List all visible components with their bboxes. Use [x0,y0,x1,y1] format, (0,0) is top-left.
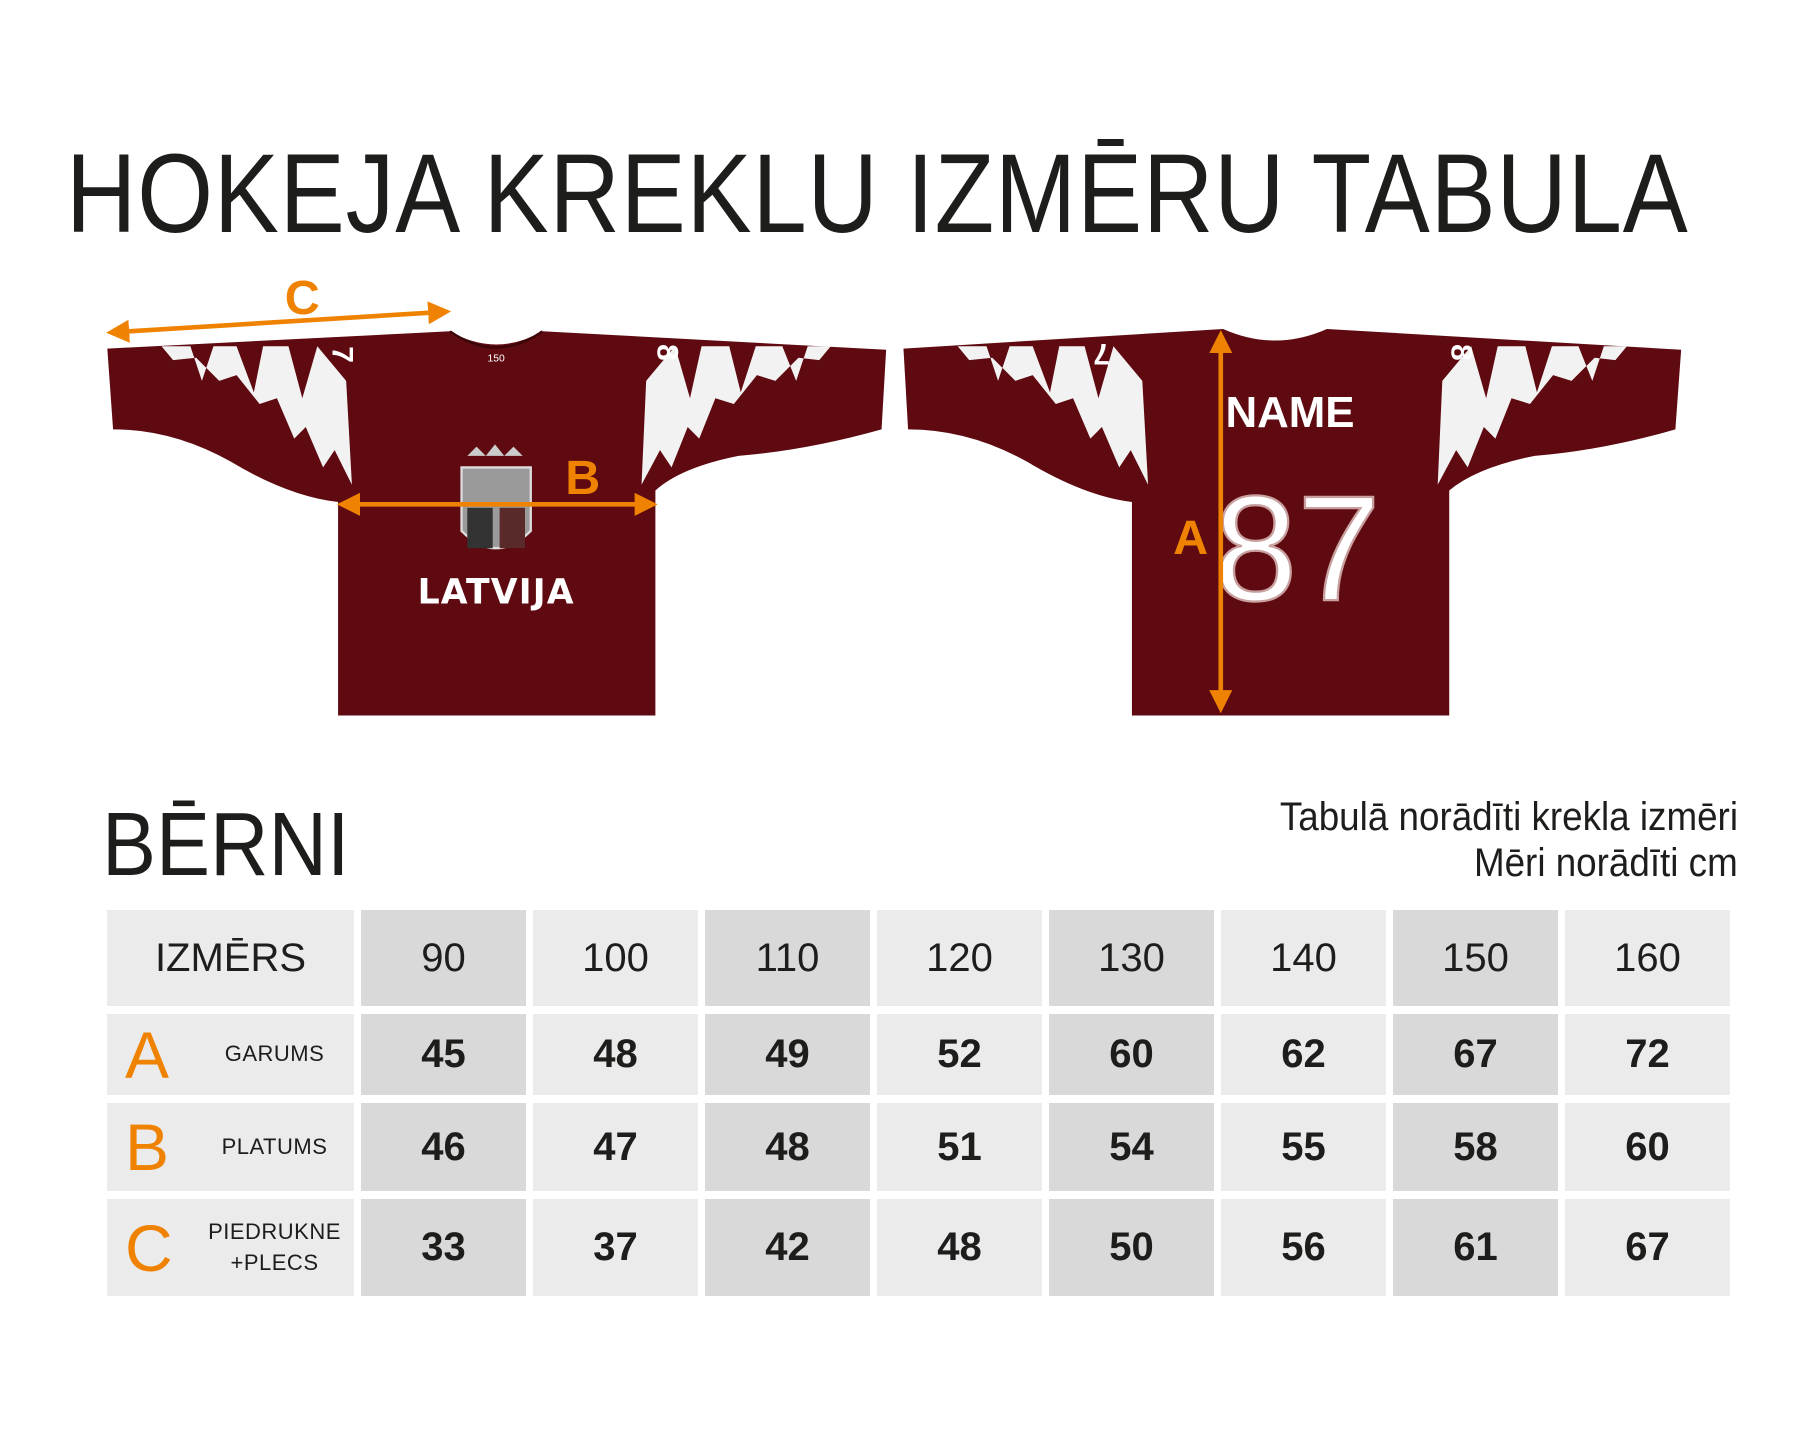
size-header: 120 [877,910,1042,1006]
size-header: 100 [533,910,698,1006]
table-cell: 67 [1393,1014,1558,1095]
row-label-line: PIEDRUKNE [208,1218,341,1244]
measure-c: C [106,271,452,343]
row-header-c: C PIEDRUKNE +PLECS [107,1199,354,1296]
table-cell: 72 [1565,1014,1730,1095]
table-cell: 60 [1049,1014,1214,1095]
table-cell: 58 [1393,1103,1558,1191]
row-label-line: GARUMS [224,1041,325,1067]
row-label: PLATUMS [195,1132,354,1163]
front-text: LATVIJA [418,573,575,613]
table-cell: 46 [361,1103,526,1191]
page-title: HOKEJA KREKLU IZMĒRU TABULA [66,131,1689,256]
row-letter: B [125,1110,170,1184]
table-cell: 56 [1221,1199,1386,1296]
table-cell: 48 [877,1199,1042,1296]
table-cell: 47 [533,1103,698,1191]
back-sleeve-number-left: 7 [1093,337,1110,370]
size-header: 160 [1565,910,1730,1006]
measure-label-a: A [1173,511,1208,565]
size-header: 140 [1221,910,1386,1006]
measure-label-c: C [285,271,320,325]
row-label-line: PLATUMS [221,1133,328,1159]
measure-label-b: B [565,451,600,505]
table-cell: 45 [361,1014,526,1095]
back-jersey: 7 8 NAME 87 [903,328,1682,716]
table-cell: 48 [705,1103,870,1191]
table-cell: 54 [1049,1103,1214,1191]
table-cell: 33 [361,1199,526,1296]
collar-label: 150 [487,353,505,364]
table-cell: 55 [1221,1103,1386,1191]
measure-a: A [1173,330,1233,714]
size-header: 90 [361,910,526,1006]
table-cell: 52 [877,1014,1042,1095]
table-cell: 37 [533,1199,698,1296]
table-cell: 67 [1565,1199,1730,1296]
front-jersey: 150 7 8 LATVIJA [107,330,887,716]
table-cell: 42 [705,1199,870,1296]
size-header: 130 [1049,910,1214,1006]
table-cell: 61 [1393,1199,1558,1296]
row-label: PIEDRUKNE +PLECS [195,1217,354,1279]
table-cell: 51 [877,1103,1042,1191]
table-cell: 60 [1565,1103,1730,1191]
back-sleeve-number-right: 8 [1445,344,1478,361]
measure-b: B [336,451,658,516]
row-label: GARUMS [195,1039,354,1070]
back-number: 87 [1214,464,1381,632]
row-header-b: B PLATUMS [107,1103,354,1191]
back-name: NAME [1225,388,1354,437]
size-table: IZMĒRS 90 100 110 120 130 140 150 160 A GARUMS 45 4… [107,910,1730,1296]
size-header: 110 [705,910,870,1006]
table-cell: 49 [705,1014,870,1095]
sleeve-number-left: 7 [325,346,358,363]
table-cell: 48 [533,1014,698,1095]
size-header: 150 [1393,910,1558,1006]
section-title: BĒRNI [102,795,350,895]
row-header-a: A GARUMS [107,1014,354,1095]
header-label: IZMĒRS [107,910,354,1006]
row-letter: A [125,1017,170,1092]
table-cell: 62 [1221,1014,1386,1095]
table-cell: 50 [1049,1199,1214,1296]
row-label-line: +PLECS [230,1249,319,1275]
row-letter: C [125,1210,173,1285]
sleeve-number-right: 8 [651,344,684,361]
note-line-1: Tabulā norādīti krekla izmēri [1279,795,1738,839]
note-line-2: Mēri norādīti cm [1474,841,1738,885]
